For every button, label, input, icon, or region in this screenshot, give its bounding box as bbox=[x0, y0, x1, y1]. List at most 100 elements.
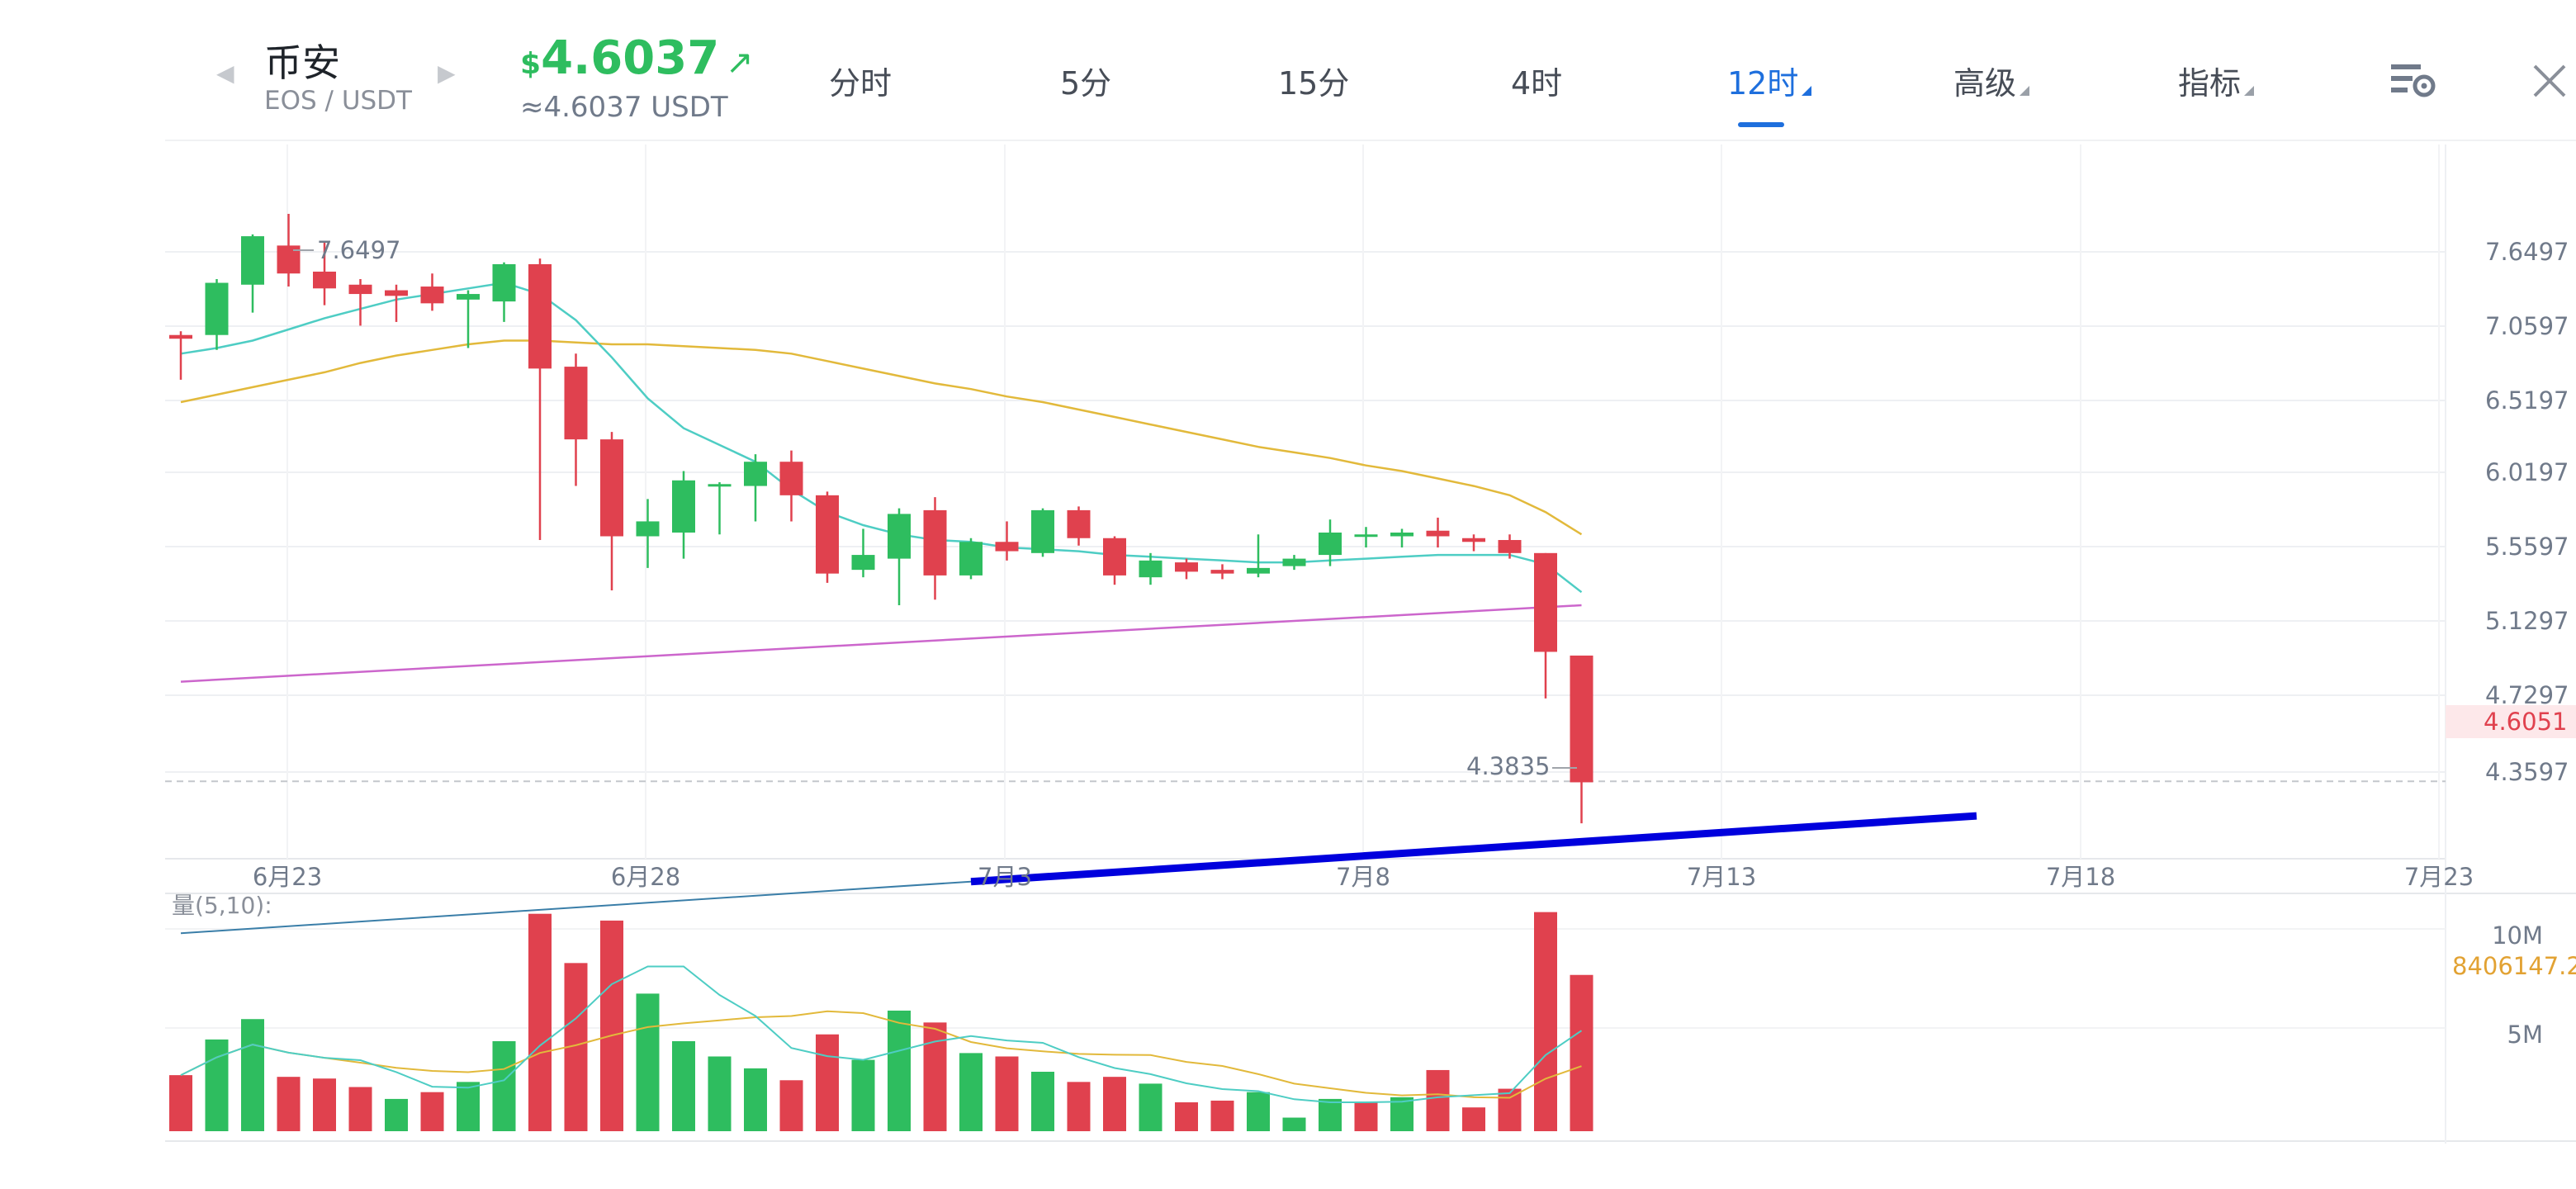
tab-4h[interactable]: 4时 bbox=[1511, 65, 1563, 102]
candle bbox=[420, 273, 444, 311]
trendline bbox=[970, 812, 1977, 886]
chart-settings-icon[interactable] bbox=[2389, 61, 2437, 102]
candle bbox=[995, 521, 1019, 561]
candle bbox=[1067, 506, 1091, 546]
candles-layer bbox=[169, 214, 1593, 824]
candle-body bbox=[385, 290, 408, 296]
last-price: $4.6037 ↗ bbox=[520, 31, 754, 85]
volume-bar bbox=[1534, 912, 1557, 1131]
candle bbox=[888, 508, 911, 606]
candle bbox=[636, 499, 660, 568]
chevron-left-icon[interactable]: ◀ bbox=[216, 59, 234, 87]
candle bbox=[1175, 558, 1198, 580]
candle-body bbox=[564, 367, 588, 440]
candle-body bbox=[528, 263, 552, 369]
candle bbox=[779, 450, 803, 522]
candle-body bbox=[1210, 570, 1234, 574]
tab-indicators[interactable]: 指标 bbox=[2178, 58, 2255, 103]
candle-body bbox=[923, 509, 947, 576]
candle-body bbox=[672, 480, 695, 533]
candle-body bbox=[1498, 540, 1522, 553]
chevron-right-icon[interactable]: ▶ bbox=[438, 59, 456, 87]
dropdown-triangle-icon bbox=[1802, 86, 1812, 96]
price-axis-label: 4.7297 bbox=[2485, 681, 2569, 709]
current-price-label: 4.6051 bbox=[2484, 708, 2567, 736]
price-axis-label: 5.5597 bbox=[2485, 533, 2569, 561]
candle bbox=[1247, 534, 1270, 578]
candle bbox=[1031, 508, 1054, 557]
chart-header: ◀ 币安 EOS / USDT ▶ $4.6037 ↗ ≈4.6037 USDT … bbox=[0, 0, 2576, 140]
volume-bar bbox=[851, 1059, 875, 1131]
active-tab-indicator bbox=[1738, 122, 1784, 127]
candle bbox=[1139, 552, 1163, 585]
tab-5min[interactable]: 5分 bbox=[1060, 65, 1112, 102]
volume-bar bbox=[1175, 1102, 1198, 1131]
volume-bar bbox=[1247, 1092, 1270, 1131]
tab-15min[interactable]: 15分 bbox=[1278, 65, 1350, 102]
tab-timeline[interactable]: 分时 bbox=[829, 65, 893, 102]
volume-bar bbox=[708, 1056, 732, 1131]
volume-bar bbox=[277, 1077, 301, 1131]
price-axis-label: 7.6497 bbox=[2485, 238, 2569, 266]
tab-advanced[interactable]: 高级 bbox=[1953, 58, 2030, 103]
tab-12h[interactable]: 12时 bbox=[1727, 58, 1812, 103]
date-axis-label: 7月8 bbox=[1336, 863, 1390, 891]
candle bbox=[457, 290, 480, 348]
date-axis-label: 6月23 bbox=[253, 863, 322, 891]
volume-bar bbox=[816, 1034, 839, 1131]
volume-bar bbox=[492, 1040, 516, 1131]
candle-body bbox=[457, 294, 480, 300]
candle bbox=[816, 491, 839, 583]
candle-body bbox=[1462, 538, 1485, 542]
candle-body bbox=[1390, 532, 1413, 537]
candle bbox=[1210, 564, 1234, 580]
volume-bar bbox=[600, 920, 623, 1131]
close-icon[interactable] bbox=[2531, 63, 2568, 99]
candle-body bbox=[1354, 534, 1378, 538]
candle-body bbox=[1534, 552, 1557, 652]
axis-labels-layer: 7.6497 7.0597 6.5197 6.0197 5.5597 5.1297 4.72… bbox=[253, 238, 2569, 1049]
volume-bar bbox=[1139, 1083, 1163, 1131]
candle-body bbox=[492, 263, 516, 302]
candle-body bbox=[1103, 538, 1126, 576]
candle-body bbox=[708, 484, 732, 487]
candle bbox=[600, 432, 623, 590]
candle bbox=[851, 528, 875, 578]
candle bbox=[923, 497, 947, 600]
volume-layer bbox=[169, 912, 1593, 1131]
volume-bar bbox=[923, 1022, 947, 1131]
volume-bar bbox=[636, 993, 660, 1131]
volume-bar bbox=[1498, 1088, 1522, 1131]
candle-body bbox=[851, 555, 875, 571]
candle-body bbox=[1067, 509, 1091, 538]
candle-body bbox=[1570, 655, 1593, 783]
candle bbox=[1319, 519, 1342, 566]
candle-body bbox=[1247, 567, 1270, 574]
date-axis-label: 7月13 bbox=[1687, 863, 1756, 891]
dropdown-triangle-icon bbox=[2020, 86, 2030, 96]
volume-bar bbox=[1282, 1117, 1306, 1131]
volume-bar bbox=[241, 1019, 264, 1131]
volume-bar bbox=[1354, 1102, 1378, 1131]
candle-body bbox=[600, 439, 623, 537]
volume-bar bbox=[1067, 1082, 1091, 1131]
candle-body bbox=[313, 271, 336, 289]
candle-body bbox=[1426, 530, 1450, 537]
volume-bar bbox=[385, 1098, 408, 1131]
candle bbox=[1103, 536, 1126, 585]
candle-body bbox=[420, 287, 444, 304]
date-axis-label: 6月28 bbox=[611, 863, 680, 891]
candle-body bbox=[169, 334, 192, 339]
candle-body bbox=[348, 284, 372, 295]
volume-bar bbox=[1462, 1107, 1485, 1131]
trendline-thin bbox=[180, 880, 972, 935]
candle bbox=[492, 262, 516, 322]
current-price-tag bbox=[2446, 705, 2576, 738]
price-equivalent: ≈4.6037 USDT bbox=[520, 91, 728, 124]
high-price-marker: 7.6497 bbox=[317, 236, 400, 264]
candle-body bbox=[779, 462, 803, 495]
ma-slow-line bbox=[180, 339, 1583, 536]
candle-body bbox=[241, 236, 264, 285]
candle bbox=[385, 284, 408, 322]
